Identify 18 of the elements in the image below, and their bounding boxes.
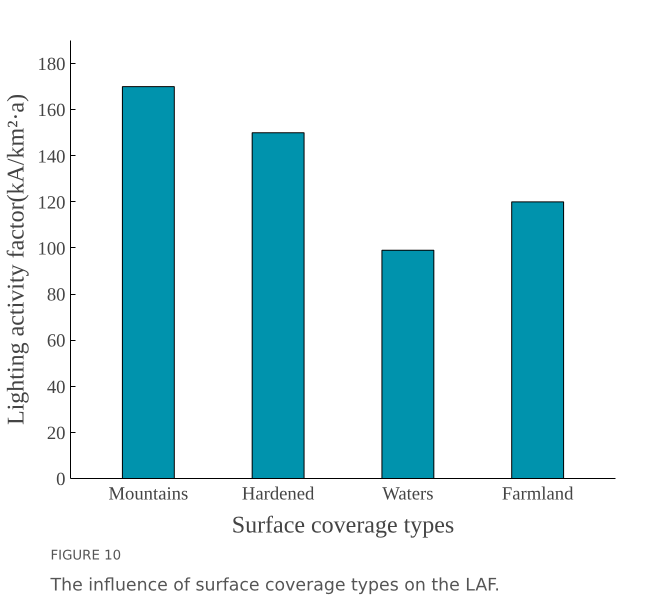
y-tick-label: 120 (38, 192, 66, 214)
caption: FIGURE 10 (50, 548, 122, 564)
y-tick-label: 180 (38, 54, 66, 76)
y-axis-title: Lighting activity factor(kA/km²·a) (4, 94, 30, 426)
y-tick-label: 80 (46, 284, 66, 306)
y-tick-label: 100 (38, 238, 66, 260)
y-tick-label: 0 (56, 469, 66, 490)
x-tick-label: Waters (382, 484, 434, 504)
y-tick-label: 40 (46, 376, 66, 398)
y-tick-label: 160 (38, 100, 66, 122)
y-tick-label: 20 (46, 422, 66, 444)
text: The influence of surface coverage types on the LAF. (50, 576, 500, 596)
y-tick-label: 60 (46, 330, 66, 352)
x-axis-title: Surface coverage types (232, 512, 454, 538)
y-tick-label: 140 (38, 146, 66, 168)
x-tick-label: Mountains (108, 484, 188, 504)
x-tick-label: Farmland (502, 484, 574, 504)
x-tick-label: Hardened (242, 484, 316, 504)
